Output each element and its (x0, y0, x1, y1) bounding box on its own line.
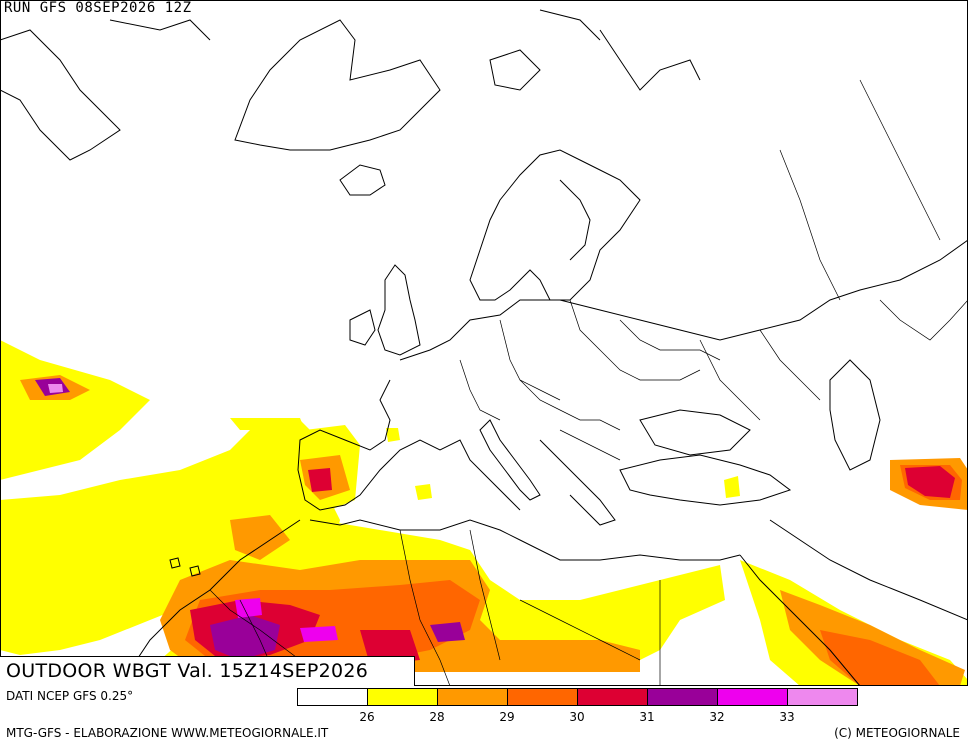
legend-swatch-below-26 (297, 688, 368, 706)
footer: DATI NCEP GFS 0.25° 26 28 29 30 31 32 33… (0, 686, 968, 745)
legend-swatch-26-28 (367, 688, 438, 706)
legend-swatch-29-30 (507, 688, 578, 706)
wbgt-map (0, 0, 968, 686)
legend-swatch-above-33 (787, 688, 858, 706)
legend-tick-28: 28 (429, 710, 445, 724)
legend-tick-26: 26 (359, 710, 375, 724)
run-title: RUN GFS 08SEP2026 12Z (4, 0, 192, 16)
legend-swatch-32-33 (717, 688, 788, 706)
credit-label: MTG-GFS - ELABORAZIONE WWW.METEOGIORNALE… (6, 726, 329, 740)
valid-time-box: OUTDOOR WBGT Val. 15Z14SEP2026 (0, 656, 415, 686)
coastlines (0, 9, 968, 686)
legend-tick-33: 33 (779, 710, 795, 724)
legend-tick-32: 32 (709, 710, 725, 724)
valid-time-label: OUTDOOR WBGT Val. 15Z14SEP2026 (6, 660, 369, 682)
legend-swatch-31-32 (647, 688, 718, 706)
wbgt-shading (0, 340, 968, 686)
legend-tick-31: 31 (639, 710, 655, 724)
legend-swatch-28-29 (437, 688, 508, 706)
country-borders (209, 79, 968, 686)
legend-swatch-30-31 (577, 688, 648, 706)
copyright-label: (C) METEOGIORNALE (834, 726, 960, 740)
legend-tick-30: 30 (569, 710, 585, 724)
data-source-label: DATI NCEP GFS 0.25° (6, 689, 134, 703)
legend-tick-29: 29 (499, 710, 515, 724)
